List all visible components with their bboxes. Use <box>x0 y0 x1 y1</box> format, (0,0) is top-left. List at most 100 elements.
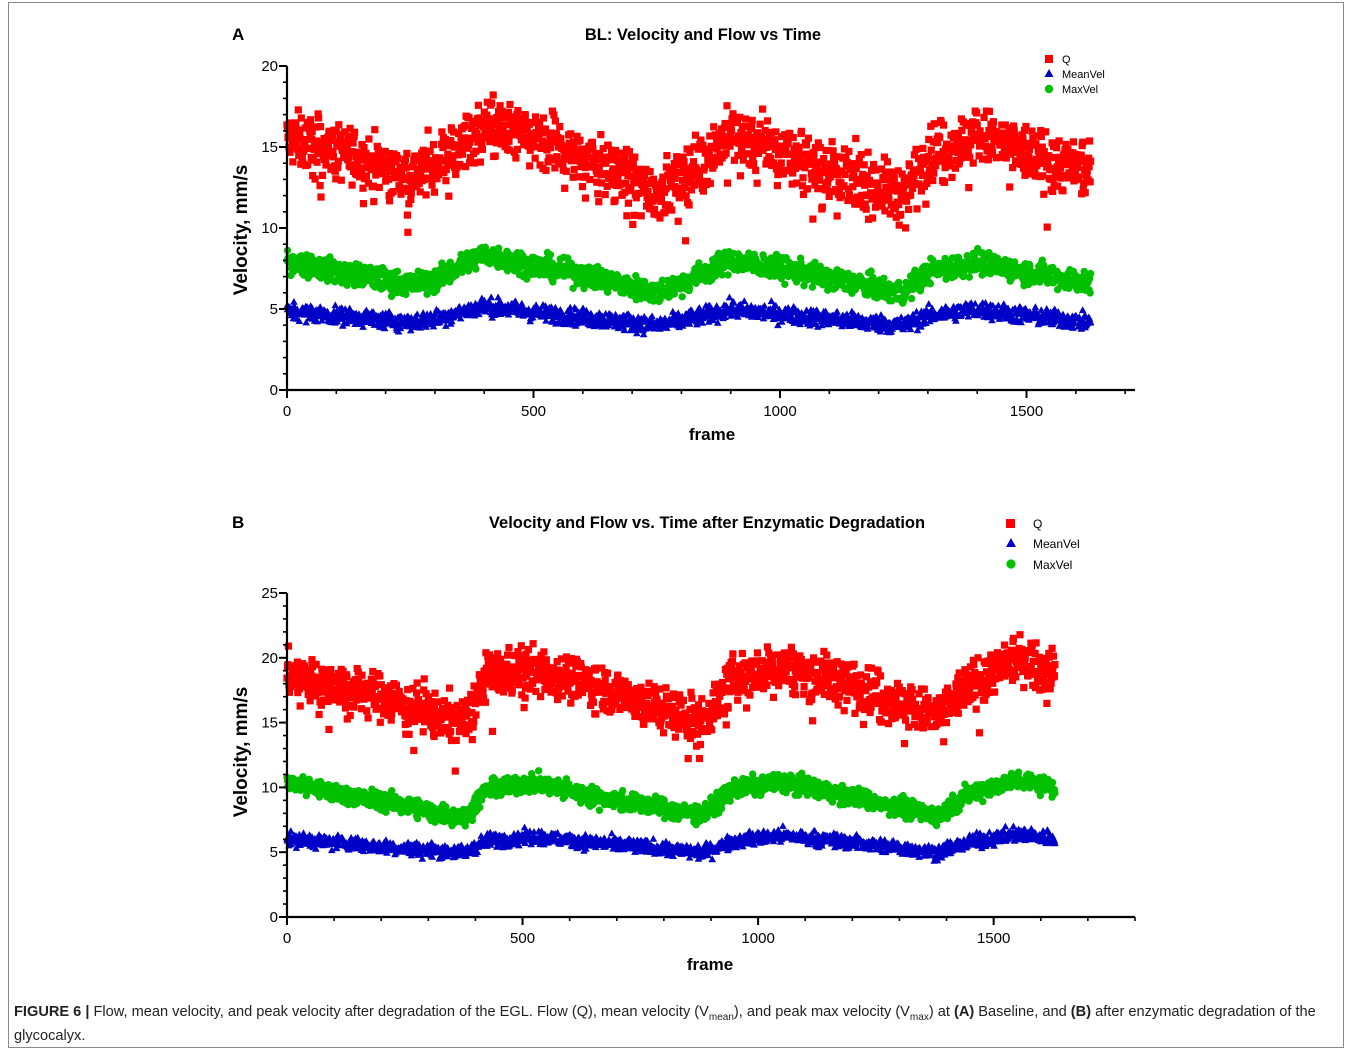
q-point <box>363 152 371 160</box>
q-point <box>434 171 443 179</box>
q-point <box>1027 170 1035 178</box>
q-point <box>1019 164 1028 172</box>
q-point <box>690 143 698 151</box>
q-point <box>833 165 841 174</box>
maxvel-point <box>387 292 396 301</box>
meanvel-point <box>925 300 933 307</box>
q-point <box>727 127 736 135</box>
q-point <box>1053 144 1061 152</box>
q-point <box>868 195 876 203</box>
q-point <box>589 145 597 153</box>
q-point <box>610 171 618 179</box>
q-point <box>567 130 575 138</box>
q-point <box>359 200 368 208</box>
q-point <box>840 182 848 190</box>
q-point <box>868 166 876 174</box>
q-point <box>367 166 375 174</box>
q-point <box>546 144 554 152</box>
q-point <box>452 170 460 179</box>
q-point <box>674 189 682 197</box>
meanvel-point <box>833 307 841 315</box>
q-point <box>751 138 759 146</box>
q-point <box>861 200 869 208</box>
q-point <box>417 159 425 167</box>
q-point <box>489 91 497 99</box>
q-point <box>929 176 937 185</box>
q-point <box>765 133 774 141</box>
q-point <box>475 114 483 122</box>
q-point <box>1052 173 1060 181</box>
q-point <box>1029 134 1037 142</box>
meanvel-point <box>413 310 421 318</box>
q-point <box>296 131 304 139</box>
q-point <box>620 149 628 157</box>
q-point <box>874 181 882 190</box>
figure-frame <box>8 2 1344 1048</box>
q-point <box>416 188 424 196</box>
q-point <box>792 164 800 172</box>
q-point <box>295 126 303 134</box>
q-point <box>448 152 456 160</box>
q-point <box>498 107 506 115</box>
q-point <box>872 166 880 174</box>
q-point <box>930 169 938 177</box>
q-point <box>466 154 475 162</box>
q-point <box>973 121 981 129</box>
q-point <box>531 154 539 162</box>
q-point <box>316 182 324 190</box>
q-point <box>650 210 658 218</box>
q-point <box>842 154 850 162</box>
q-point <box>578 183 587 191</box>
q-point <box>869 214 877 222</box>
q-point <box>1083 167 1091 175</box>
q-point <box>582 172 590 180</box>
q-point <box>442 177 450 185</box>
q-point <box>289 158 297 166</box>
q-point <box>461 121 469 130</box>
q-point <box>782 143 790 151</box>
q-point <box>506 100 514 109</box>
legend-q-marker <box>1045 55 1053 63</box>
q-point <box>467 134 475 142</box>
q-point <box>668 206 676 214</box>
q-point <box>1015 137 1023 145</box>
q-point <box>748 116 756 124</box>
maxvel-point <box>393 267 402 275</box>
q-point <box>349 148 357 156</box>
legend-meanvel-label: MeanVel <box>1062 69 1105 81</box>
maxvel-point <box>1086 269 1095 278</box>
q-point <box>891 205 899 213</box>
q-point <box>834 170 842 179</box>
q-point <box>608 146 616 154</box>
q-point <box>750 160 758 168</box>
q-point <box>624 199 632 207</box>
q-point <box>616 180 625 188</box>
meanvel-point <box>1031 303 1040 311</box>
q-point <box>945 153 953 161</box>
q-point <box>967 141 975 149</box>
q-point <box>569 173 577 181</box>
q-point <box>1063 161 1071 169</box>
q-point <box>308 127 316 135</box>
q-point <box>304 161 312 169</box>
q-point <box>845 147 853 155</box>
panel-b-title: Velocity and Flow vs. Time after Enzymat… <box>489 514 925 532</box>
x-tick-label: 1500 <box>1010 403 1043 420</box>
q-point <box>883 169 891 177</box>
q-point <box>532 113 540 121</box>
q-point <box>662 185 670 193</box>
q-point <box>1040 148 1048 156</box>
q-point <box>526 146 534 154</box>
q-point <box>686 148 694 156</box>
q-point <box>795 143 803 151</box>
q-point <box>488 135 496 143</box>
q-point <box>491 152 499 160</box>
q-point <box>988 148 997 156</box>
q-point <box>561 184 569 192</box>
q-point <box>989 118 997 126</box>
q-point <box>829 147 837 155</box>
q-point <box>1079 138 1087 146</box>
q-point <box>1036 153 1044 162</box>
q-point <box>690 181 699 189</box>
q-point <box>700 163 708 171</box>
